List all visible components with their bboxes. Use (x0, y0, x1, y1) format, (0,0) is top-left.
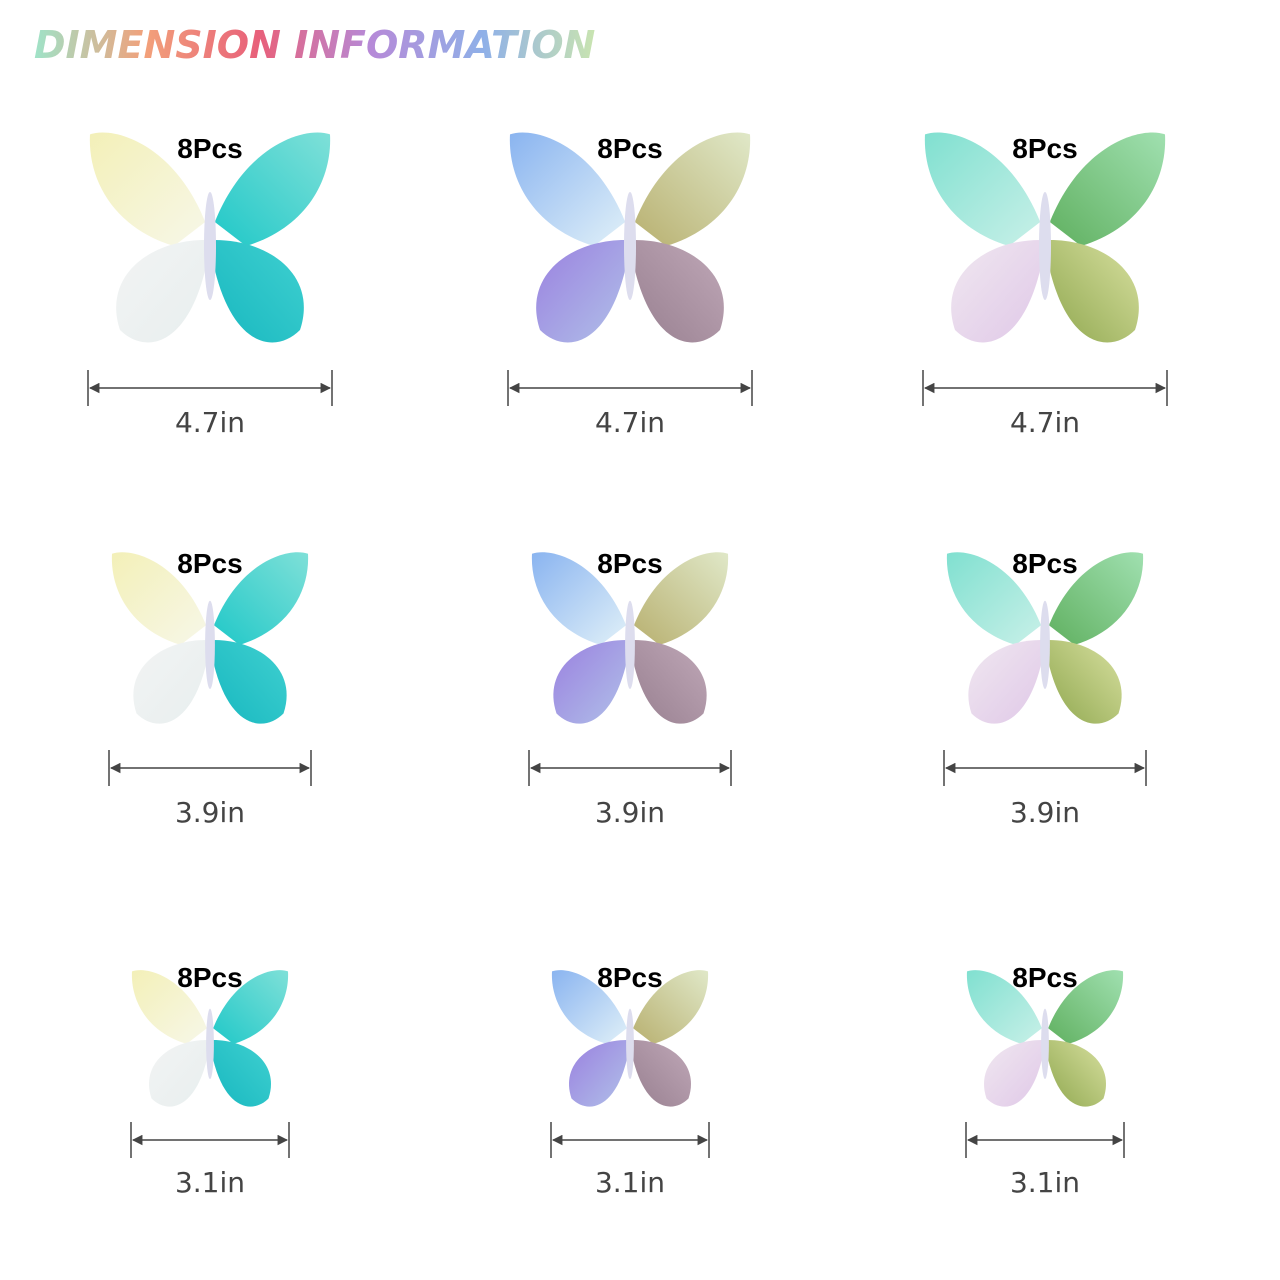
butterfly (131, 970, 289, 1107)
size-label: 4.7in (595, 406, 665, 439)
wing (531, 552, 627, 645)
wing (89, 132, 206, 246)
wing (983, 1040, 1042, 1107)
body (205, 600, 215, 689)
count-label: 8Pcs (597, 548, 662, 579)
wing (633, 552, 729, 645)
wing (568, 1040, 627, 1107)
wing (111, 552, 207, 645)
wing (148, 1040, 207, 1107)
wing (1048, 640, 1122, 724)
count-label: 8Pcs (597, 962, 662, 993)
count-label: 8Pcs (1012, 962, 1077, 993)
wing (214, 240, 304, 343)
butterfly (111, 552, 309, 724)
wing (131, 970, 207, 1044)
wing (213, 970, 289, 1044)
body (1041, 1008, 1049, 1079)
size-label: 3.1in (595, 1166, 665, 1199)
wing (1048, 552, 1144, 645)
wing (1048, 1040, 1107, 1107)
body (626, 1008, 634, 1079)
wing (213, 552, 309, 645)
butterfly (89, 132, 331, 343)
wing (633, 640, 707, 724)
size-label: 3.9in (1010, 796, 1080, 829)
body (625, 600, 635, 689)
wing (553, 640, 627, 724)
wing (116, 240, 206, 343)
wing (924, 132, 1041, 246)
body (1040, 600, 1050, 689)
body (204, 192, 216, 300)
count-label: 8Pcs (1012, 548, 1077, 579)
wing (951, 240, 1041, 343)
butterfly (509, 132, 751, 343)
body (624, 192, 636, 300)
wing (634, 240, 724, 343)
butterfly (946, 552, 1144, 724)
title: DIMENSION INFORMATION (34, 23, 595, 67)
wing (1048, 970, 1124, 1044)
wing (1049, 132, 1166, 246)
wing (966, 970, 1042, 1044)
count-label: 8Pcs (177, 962, 242, 993)
wing (551, 970, 627, 1044)
wing (133, 640, 207, 724)
wing (214, 132, 331, 246)
wing (213, 1040, 272, 1107)
count-label: 8Pcs (597, 133, 662, 164)
wing (968, 640, 1042, 724)
body (206, 1008, 214, 1079)
body (1039, 192, 1051, 300)
count-label: 8Pcs (1012, 133, 1077, 164)
butterfly (551, 970, 709, 1107)
size-label: 3.1in (175, 1166, 245, 1199)
count-label: 8Pcs (177, 548, 242, 579)
wing (633, 1040, 692, 1107)
size-label: 3.9in (595, 796, 665, 829)
wing (1049, 240, 1139, 343)
butterfly (924, 132, 1166, 343)
wing (509, 132, 626, 246)
butterfly (531, 552, 729, 724)
count-label: 8Pcs (177, 133, 242, 164)
wing (536, 240, 626, 343)
size-label: 3.9in (175, 796, 245, 829)
size-label: 4.7in (175, 406, 245, 439)
size-label: 4.7in (1010, 406, 1080, 439)
wing (213, 640, 287, 724)
butterfly (966, 970, 1124, 1107)
wing (634, 132, 751, 246)
size-label: 3.1in (1010, 1166, 1080, 1199)
wing (946, 552, 1042, 645)
wing (633, 970, 709, 1044)
